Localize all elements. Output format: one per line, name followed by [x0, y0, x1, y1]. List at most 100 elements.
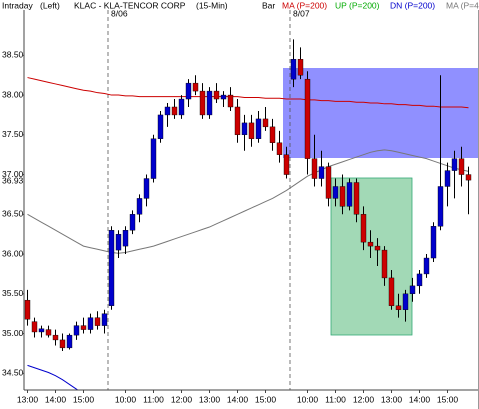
- candle-body: [248, 122, 255, 139]
- y-tick-label: 36.50: [2, 209, 24, 219]
- candle-body: [150, 138, 157, 179]
- x-tick-label: 13:00: [17, 394, 39, 404]
- header-title: KLAC - KLA-TENCOR CORP: [74, 0, 186, 10]
- highlight-zone: [283, 68, 479, 158]
- candle-body: [262, 118, 269, 128]
- candle-body: [213, 90, 220, 100]
- y-tick-label: 36.00: [2, 248, 24, 258]
- y-tick-label: 37.50: [2, 129, 24, 139]
- candle-body: [311, 158, 318, 179]
- x-tick-label: 12:00: [171, 394, 193, 404]
- candle-body: [430, 226, 437, 259]
- candle-body: [381, 249, 388, 279]
- x-tick-label: 15:00: [437, 394, 459, 404]
- candle-body: [122, 230, 129, 247]
- x-tick-label: 13:00: [381, 394, 403, 404]
- candle-body: [374, 245, 381, 251]
- legend-entry: MA (P=200): [282, 0, 327, 10]
- candle-body: [360, 214, 367, 243]
- x-tick-label: 15:00: [73, 394, 95, 404]
- candle-body: [192, 82, 199, 92]
- candle-body: [220, 94, 227, 100]
- candle-body: [353, 182, 360, 215]
- x-tick-label: 14:00: [227, 394, 249, 404]
- candle-body: [409, 285, 416, 295]
- candle-body: [416, 273, 423, 287]
- indicator-line: [27, 364, 79, 390]
- x-tick-label: 14:00: [409, 394, 431, 404]
- candle-body: [367, 241, 374, 247]
- legend-entry: DN (P=200): [390, 0, 435, 10]
- indicator-line: [27, 77, 469, 109]
- candle-body: [325, 166, 332, 199]
- candle-body: [164, 106, 171, 116]
- x-tick-label: 15:00: [255, 394, 277, 404]
- header-label: Bar: [262, 0, 275, 10]
- candle-body: [465, 174, 472, 181]
- candle-body: [318, 166, 325, 179]
- candle-body: [143, 178, 150, 199]
- candle-body: [297, 59, 304, 76]
- candle-body: [444, 170, 451, 187]
- x-tick-label: 14:00: [45, 394, 67, 404]
- candle-body: [423, 257, 430, 275]
- y-tick-label: 37.00: [2, 169, 24, 179]
- candle-body: [136, 198, 143, 215]
- candle-body: [402, 293, 409, 310]
- x-tick-label: 12:00: [353, 394, 375, 404]
- candle-body: [339, 186, 346, 207]
- x-tick-label: 10:00: [115, 394, 137, 404]
- candle-body: [45, 329, 52, 336]
- plot-area: [24, 10, 479, 390]
- last-price-label: 36.93: [2, 175, 24, 185]
- candle-body: [101, 313, 108, 326]
- candle-body: [73, 325, 80, 336]
- candle-body: [129, 214, 136, 231]
- y-tick-label: 35.50: [2, 288, 24, 298]
- candle-body: [451, 158, 458, 171]
- candle-body: [290, 59, 297, 80]
- header-label: (15-Min): [196, 0, 228, 10]
- candle-body: [52, 334, 59, 341]
- x-tick-label: 11:00: [325, 394, 346, 404]
- candle-body: [66, 334, 73, 349]
- candle-body: [395, 305, 402, 310]
- candle-body: [458, 158, 465, 175]
- candle-body: [171, 106, 178, 116]
- indicator-line: [27, 149, 469, 254]
- candle-body: [227, 94, 234, 108]
- candle-body: [94, 317, 101, 326]
- candle-body: [332, 186, 339, 199]
- header-label: (Left): [40, 0, 60, 10]
- candle-body: [59, 339, 66, 349]
- x-tick-label: 11:00: [143, 394, 164, 404]
- candle-body: [185, 82, 192, 100]
- candle-body: [199, 90, 206, 116]
- header-label: Intraday: [2, 0, 33, 10]
- legend-entry: UP (P=200): [335, 0, 380, 10]
- candle-body: [346, 182, 353, 207]
- candle-body: [241, 122, 248, 136]
- candle-body: [234, 106, 241, 136]
- candle-body: [206, 90, 213, 116]
- x-tick-label: 13:00: [199, 394, 221, 404]
- y-tick-label: 38.50: [2, 50, 24, 60]
- candle-body: [31, 321, 38, 333]
- session-label: 8/07: [293, 8, 310, 18]
- x-tick-label: 10:00: [297, 394, 319, 404]
- candle-body: [269, 126, 276, 143]
- y-tick-label: 34.50: [2, 368, 24, 378]
- candle-body: [38, 328, 45, 333]
- candle-body: [304, 78, 311, 159]
- candle-body: [255, 118, 262, 139]
- candle-body: [283, 154, 290, 175]
- candle-body: [87, 317, 94, 330]
- candle-body: [178, 98, 185, 116]
- session-label: 8/06: [111, 8, 128, 18]
- candle-body: [24, 299, 31, 320]
- candle-body: [388, 277, 395, 306]
- y-tick-label: 38.00: [2, 89, 24, 99]
- candle-body: [437, 186, 444, 227]
